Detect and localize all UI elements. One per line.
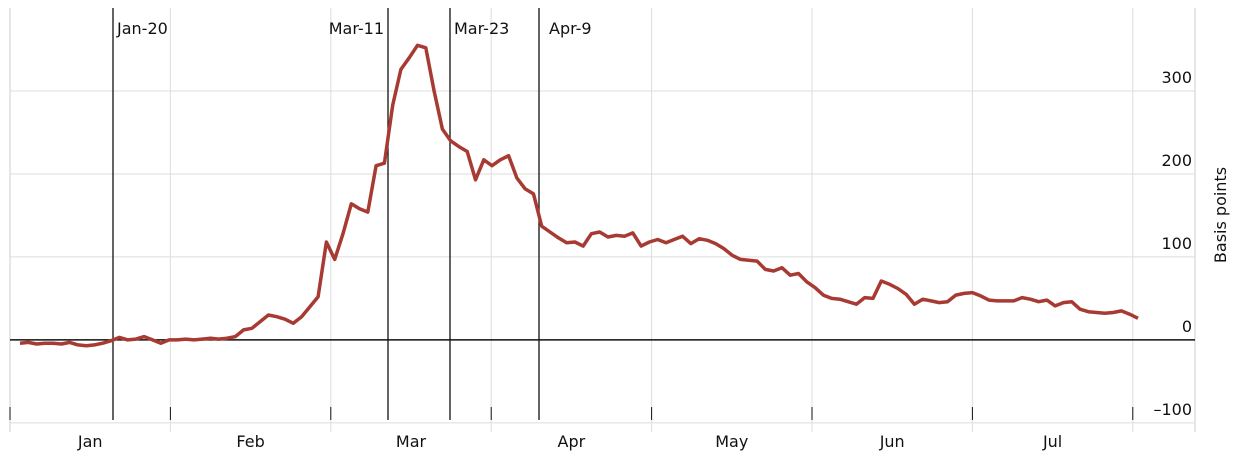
x-tick-label: May <box>715 432 748 451</box>
x-tick-label: Jan <box>77 432 103 451</box>
event-label: Apr-9 <box>549 19 592 38</box>
event-label: Mar-11 <box>329 19 384 38</box>
x-tick-label: Feb <box>236 432 264 451</box>
event-label: Mar-23 <box>454 19 509 38</box>
y-axis-label: Basis points <box>1211 167 1230 263</box>
x-tick-label: Jul <box>1042 432 1062 451</box>
y-tick-label: 200 <box>1161 151 1192 170</box>
x-tick-label: Apr <box>558 432 586 451</box>
x-tick-label: Mar <box>396 432 427 451</box>
y-tick-label: –100 <box>1153 400 1192 419</box>
y-tick-label: 300 <box>1161 68 1192 87</box>
y-tick-label: 100 <box>1161 234 1192 253</box>
x-tick-label: Jun <box>879 432 905 451</box>
data-line <box>19 43 1139 348</box>
y-tick-label: 0 <box>1182 317 1192 336</box>
event-label: Jan-20 <box>116 19 168 38</box>
